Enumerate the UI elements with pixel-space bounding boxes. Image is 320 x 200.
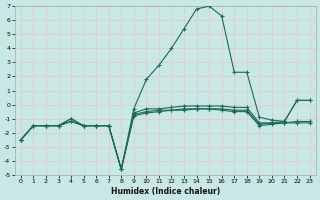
- X-axis label: Humidex (Indice chaleur): Humidex (Indice chaleur): [111, 187, 220, 196]
